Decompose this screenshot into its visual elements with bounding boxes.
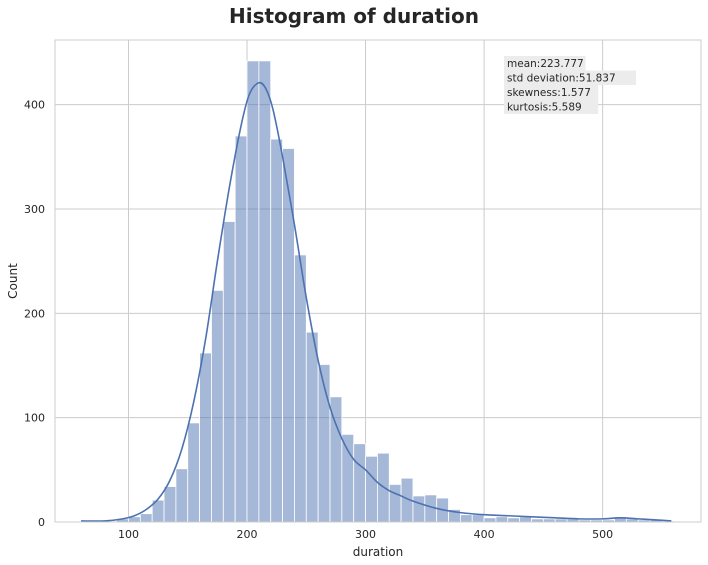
histogram-bar xyxy=(305,331,319,523)
histogram-bar xyxy=(211,289,224,523)
x-tick-label: 200 xyxy=(237,528,258,541)
stats-line-bg xyxy=(504,56,586,71)
y-tick-label: 0 xyxy=(38,516,45,529)
stats-line-bg xyxy=(504,70,636,85)
plot-frame xyxy=(54,39,702,523)
y-tick-label: 100 xyxy=(24,412,45,425)
histogram-bar xyxy=(365,455,378,523)
histogram-bar xyxy=(222,221,236,523)
histogram-bar xyxy=(388,484,402,523)
kde-curve xyxy=(81,81,672,522)
histogram-bar xyxy=(282,148,295,523)
x-axis-label: duration xyxy=(353,545,404,559)
axis-ticks: 100 200 300 400 500 0 100 200 300 400 xyxy=(24,99,613,541)
histogram-bar xyxy=(471,514,485,523)
histogram-bar xyxy=(353,443,366,523)
kde-curve-group xyxy=(81,81,672,522)
histogram-bar xyxy=(483,517,497,523)
histogram-bar xyxy=(246,60,260,523)
plot-background xyxy=(55,40,701,522)
x-tick-label: 500 xyxy=(592,528,613,541)
histogram-bar xyxy=(139,513,153,523)
histogram-bar xyxy=(175,468,189,523)
histogram-bar xyxy=(294,254,307,523)
y-axis-label: Count xyxy=(6,263,20,299)
histogram-bar xyxy=(270,138,283,523)
histogram-bar xyxy=(412,495,426,523)
x-tick-label: 100 xyxy=(118,528,139,541)
histogram-bar xyxy=(329,396,343,523)
y-tick-label: 200 xyxy=(24,307,45,320)
stats-line-bg xyxy=(504,99,599,114)
histogram-bar xyxy=(495,516,509,523)
histogram-bar xyxy=(199,352,212,523)
histogram-bar xyxy=(459,514,473,523)
stats-line: mean:223.777 xyxy=(507,58,584,70)
y-tick-label: 300 xyxy=(24,203,45,216)
x-tick-label: 300 xyxy=(355,528,376,541)
histogram-bar xyxy=(341,433,355,523)
stats-box: mean:223.777 std deviation:51.837 skewness… xyxy=(504,56,636,114)
stats-line: std deviation:51.837 xyxy=(507,73,616,85)
histogram-bar xyxy=(519,516,532,523)
histogram-bar xyxy=(163,486,177,523)
histogram-bar xyxy=(507,517,521,523)
histogram-bar xyxy=(258,60,272,523)
stats-line: skewness:1.577 xyxy=(507,87,591,99)
y-tick-label: 400 xyxy=(24,99,45,112)
chart-title: Histogram of duration xyxy=(229,4,479,28)
histogram-bar xyxy=(187,422,201,523)
stats-line: kurtosis:5.589 xyxy=(507,102,582,114)
x-tick-label: 400 xyxy=(474,528,495,541)
histogram-bar xyxy=(234,135,248,523)
stats-line-bg xyxy=(504,85,599,100)
